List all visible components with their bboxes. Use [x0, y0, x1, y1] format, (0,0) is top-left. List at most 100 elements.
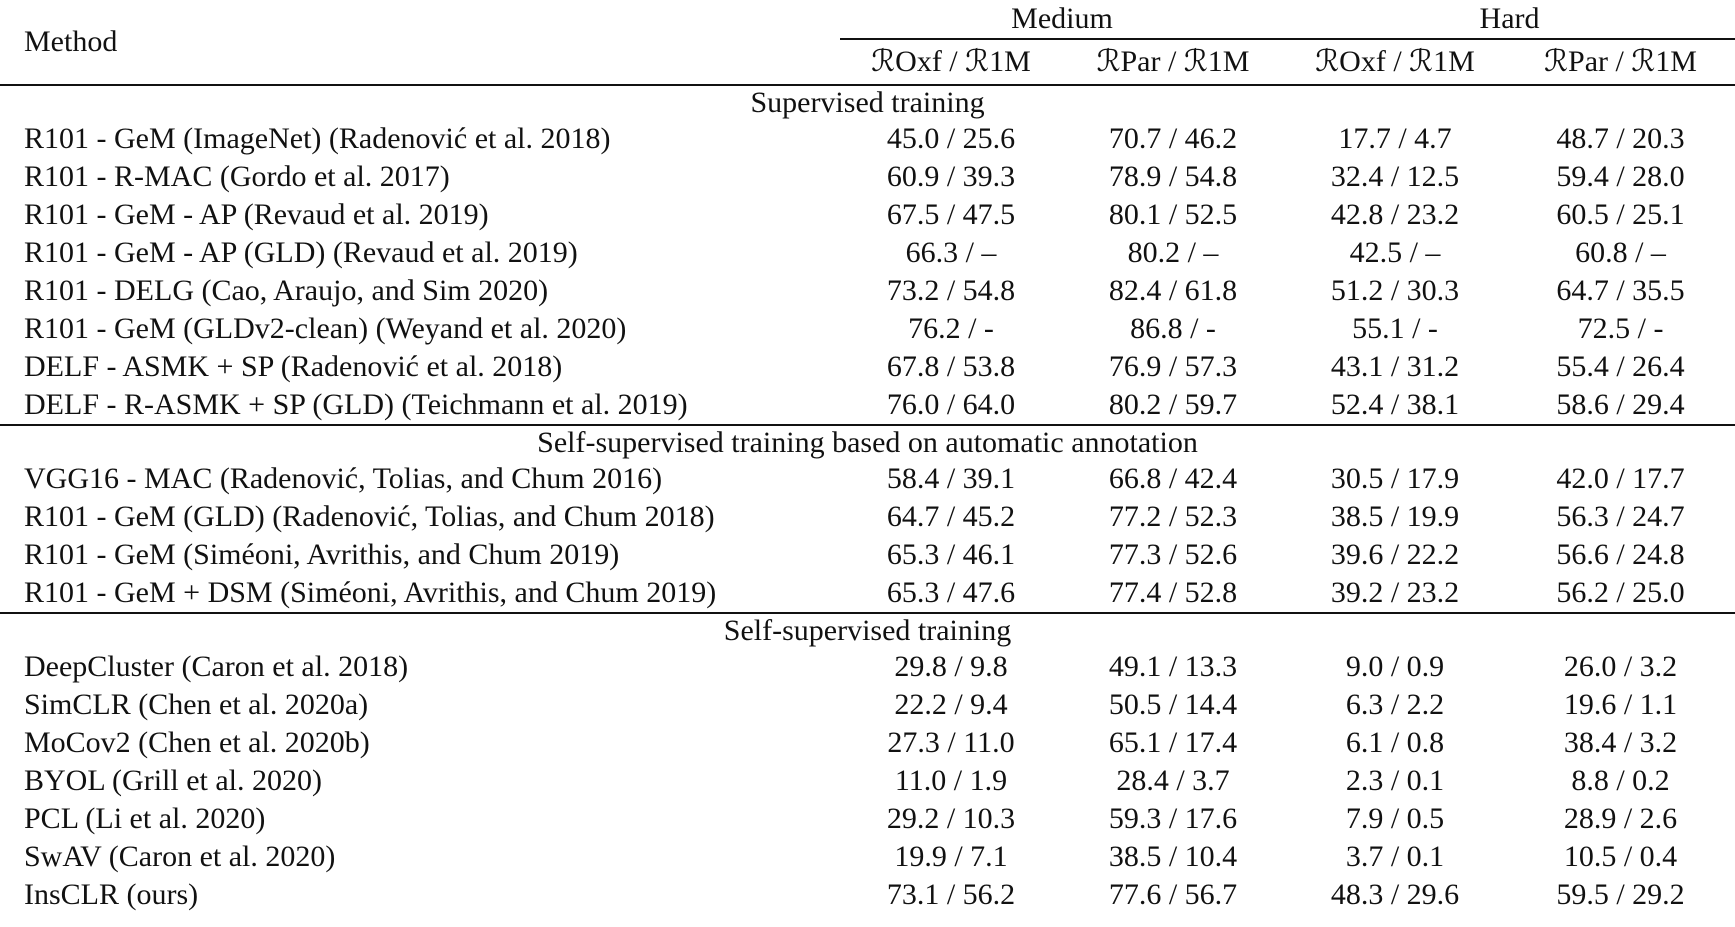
method-cell: R101 - GeM - AP (Revaud et al. 2019): [24, 198, 489, 231]
value-cell: 27.3 / 11.0: [887, 726, 1015, 759]
value-cell: 19.9 / 7.1: [894, 840, 1008, 873]
value-cell: 2.3 / 0.1: [1345, 764, 1445, 797]
section-title: Supervised training: [0, 84, 1735, 120]
table-row: R101 - GeM (GLDv2-clean) (Weyand et al. …: [0, 310, 1735, 348]
table-row: R101 - GeM - AP (GLD) (Revaud et al. 201…: [0, 234, 1735, 272]
value-cell: 49.1 / 13.3: [1108, 650, 1238, 683]
method-cell: R101 - GeM (Siméoni, Avrithis, and Chum …: [24, 538, 620, 571]
method-cell: DELF - ASMK + SP (Radenović et al. 2018): [24, 350, 563, 383]
method-cell: R101 - R-MAC (Gordo et al. 2017): [24, 160, 450, 193]
value-cell: 64.7 / 45.2: [886, 500, 1016, 533]
value-cell: 80.2 / –: [1127, 236, 1219, 269]
value-cell: 65.1 / 17.4: [1108, 726, 1238, 759]
value-cell: 48.7 / 20.3: [1556, 122, 1685, 155]
method-cell: DELF - R-ASMK + SP (GLD) (Teichmann et a…: [24, 388, 688, 421]
value-cell: 80.2 / 59.7: [1108, 388, 1238, 421]
section-header-row: Self-supervised training: [0, 612, 1735, 648]
value-cell: 58.4 / 39.1: [886, 462, 1016, 495]
table-row: SimCLR (Chen et al. 2020a) 22.2 / 9.4 50.5…: [0, 686, 1735, 724]
value-cell: 42.5 / –: [1349, 236, 1441, 269]
value-cell: 80.1 / 52.5: [1108, 198, 1238, 231]
value-cell: 22.2 / 9.4: [894, 688, 1008, 721]
value-cell: 64.7 / 35.5: [1556, 274, 1685, 307]
method-cell: InsCLR (ours): [24, 878, 199, 911]
value-cell: 58.6 / 29.4: [1556, 388, 1685, 421]
method-cell: BYOL (Grill et al. 2020): [24, 764, 322, 797]
value-cell: 6.1 / 0.8: [1345, 726, 1445, 759]
value-cell: 59.5 / 29.2: [1556, 878, 1685, 911]
value-cell: 38.5 / 19.9: [1330, 500, 1460, 533]
value-cell: 55.1 / -: [1352, 312, 1438, 345]
section-header-row: Supervised training: [0, 84, 1735, 120]
value-cell: 43.1 / 31.2: [1330, 350, 1460, 383]
value-cell: 30.5 / 17.9: [1330, 462, 1460, 495]
value-cell: 59.4 / 28.0: [1556, 160, 1685, 193]
value-cell: 32.4 / 12.5: [1330, 160, 1460, 193]
value-cell: 42.0 / 17.7: [1556, 462, 1685, 495]
method-cell: R101 - GeM (GLD) (Radenović, Tolias, and…: [24, 500, 715, 533]
table-row: PCL (Li et al. 2020) 29.2 / 10.3 59.3 / 17…: [0, 800, 1735, 838]
value-cell: 73.1 / 56.2: [886, 878, 1016, 911]
table-row: BYOL (Grill et al. 2020) 11.0 / 1.9 28.4 /…: [0, 762, 1735, 800]
value-cell: 39.2 / 23.2: [1330, 576, 1460, 609]
value-cell: 19.6 / 1.1: [1563, 688, 1678, 721]
method-cell: R101 - GeM (ImageNet) (Radenović et al. …: [24, 122, 611, 155]
table-row: R101 - GeM + DSM (Siméoni, Avrithis, and…: [0, 574, 1735, 613]
table-row: DELF - ASMK + SP (Radenović et al. 2018)…: [0, 348, 1735, 386]
table-row: R101 - GeM (ImageNet) (Radenović et al. …: [0, 120, 1735, 158]
table-row: R101 - GeM (GLD) (Radenović, Tolias, and…: [0, 498, 1735, 536]
method-cell: R101 - GeM + DSM (Siméoni, Avrithis, and…: [24, 576, 717, 609]
value-cell: 82.4 / 61.8: [1108, 274, 1238, 307]
value-cell: 76.9 / 57.3: [1108, 350, 1238, 383]
group-header-medium: Medium: [1011, 2, 1113, 35]
section-title: Self-supervised training: [0, 612, 1735, 648]
value-cell: 8.8 / 0.2: [1571, 764, 1670, 797]
value-cell: 11.0 / 1.9: [894, 764, 1008, 797]
table-row: SwAV (Caron et al. 2020) 19.9 / 7.1 38.5 /…: [0, 838, 1735, 876]
value-cell: 76.0 / 64.0: [886, 388, 1016, 421]
table-row: DELF - R-ASMK + SP (GLD) (Teichmann et a…: [0, 386, 1735, 425]
col-header-medium-rpar: ℛPar / ℛ1M: [1062, 38, 1285, 85]
section-header-row: Self-supervised training based on automa…: [0, 424, 1735, 460]
table-row: R101 - DELG (Cao, Araujo, and Sim 2020) 7…: [0, 272, 1735, 310]
value-cell: 66.3 / –: [905, 236, 997, 269]
value-cell: 17.7 / 4.7: [1338, 122, 1452, 155]
value-cell: 77.4 / 52.8: [1108, 576, 1238, 609]
section-title: Self-supervised training based on automa…: [0, 424, 1735, 460]
value-cell: 77.6 / 56.7: [1108, 878, 1238, 911]
value-cell: 55.4 / 26.4: [1556, 350, 1685, 383]
value-cell: 72.5 / -: [1577, 312, 1664, 345]
value-cell: 56.6 / 24.8: [1556, 538, 1685, 571]
value-cell: 28.4 / 3.7: [1116, 764, 1230, 797]
table-header: Method Medium Hard ℛOxf / ℛ1M ℛPar / ℛ1M…: [0, 0, 1735, 85]
value-cell: 56.3 / 24.7: [1556, 500, 1685, 533]
value-cell: 28.9 / 2.6: [1563, 802, 1678, 835]
value-cell: 86.8 / -: [1130, 312, 1216, 345]
value-cell: 48.3 / 29.6: [1330, 878, 1460, 911]
value-cell: 42.8 / 23.2: [1330, 198, 1460, 231]
value-cell: 52.4 / 38.1: [1330, 388, 1460, 421]
value-cell: 9.0 / 0.9: [1345, 650, 1445, 683]
table-row: DeepCluster (Caron et al. 2018) 29.8 / 9.…: [0, 648, 1735, 686]
value-cell: 26.0 / 3.2: [1563, 650, 1678, 683]
method-cell: DeepCluster (Caron et al. 2018): [24, 650, 409, 683]
value-cell: 77.3 / 52.6: [1108, 538, 1238, 571]
method-cell: MoCov2 (Chen et al. 2020b): [24, 726, 370, 759]
value-cell: 70.7 / 46.2: [1108, 122, 1238, 155]
value-cell: 45.0 / 25.6: [886, 122, 1016, 155]
value-cell: 77.2 / 52.3: [1108, 500, 1238, 533]
value-cell: 7.9 / 0.5: [1345, 802, 1445, 835]
value-cell: 51.2 / 30.3: [1330, 274, 1460, 307]
table-row: MoCov2 (Chen et al. 2020b) 27.3 / 11.0 65.…: [0, 724, 1735, 762]
method-cell: R101 - GeM (GLDv2-clean) (Weyand et al. …: [24, 312, 627, 345]
value-cell: 38.4 / 3.2: [1563, 726, 1678, 759]
table-row: R101 - GeM (Siméoni, Avrithis, and Chum …: [0, 536, 1735, 574]
value-cell: 65.3 / 47.6: [886, 576, 1016, 609]
table-row: R101 - R-MAC (Gordo et al. 2017) 60.9 / 3…: [0, 158, 1735, 196]
table-row: R101 - GeM - AP (Revaud et al. 2019) 67.5…: [0, 196, 1735, 234]
method-cell: SimCLR (Chen et al. 2020a): [24, 688, 369, 721]
value-cell: 65.3 / 46.1: [886, 538, 1016, 571]
value-cell: 29.8 / 9.8: [894, 650, 1008, 683]
